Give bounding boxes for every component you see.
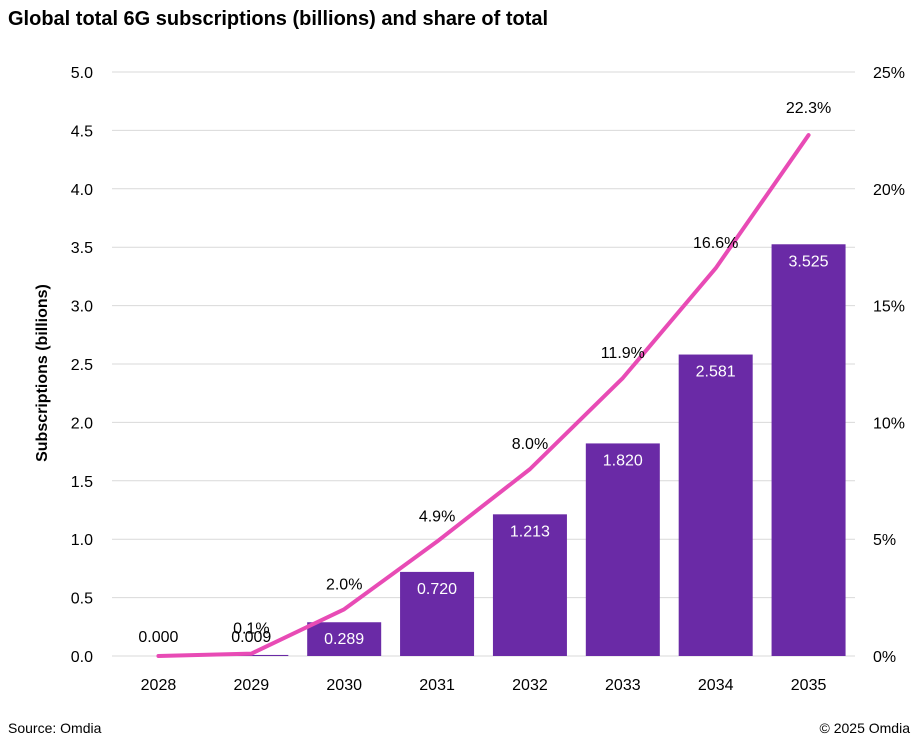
bar-value-label: 1.213 (510, 523, 550, 540)
y2-tick-label: 0% (873, 649, 896, 666)
data-labels: 0.000 0.009 0.289 0.720 1.213 1.820 2.581 3.525… (138, 100, 831, 648)
share-value-label: 22.3% (786, 100, 831, 117)
bar-value-label: 0.000 (138, 629, 178, 646)
y-tick-label: 1.0 (71, 532, 93, 549)
y-tick-label: 2.0 (71, 415, 93, 432)
bar (400, 571, 475, 656)
x-tick-label: 2031 (419, 677, 455, 694)
y-axis-label: Subscriptions (billions) (34, 284, 51, 462)
y-tick-label: 4.0 (71, 182, 93, 199)
y-tick-label: 0.0 (71, 649, 93, 666)
y2-tick-label: 20% (873, 182, 905, 199)
share-value-label: 8.0% (512, 436, 548, 453)
chart-title: Global total 6G subscriptions (billions)… (8, 8, 549, 30)
x-tick-label: 2029 (234, 677, 270, 694)
y2-tick-label: 25% (873, 65, 905, 82)
x-tick-label: 2028 (141, 677, 177, 694)
x-tick-label: 2034 (698, 677, 734, 694)
y-tick-label: 0.5 (71, 591, 93, 608)
bar (678, 354, 753, 656)
line-series (156, 133, 811, 658)
share-value-label: 4.9% (419, 509, 455, 526)
y-tick-label: 3.5 (71, 240, 93, 257)
x-tick-label: 2035 (791, 677, 827, 694)
y2-tick-label: 10% (873, 415, 905, 432)
bar (307, 622, 382, 656)
right-axis-ticks: 0% 5% 10% 15% 20% 25% (873, 65, 905, 666)
y2-tick-label: 5% (873, 532, 896, 549)
bar-value-label: 0.720 (417, 581, 457, 598)
bar-series (214, 244, 846, 656)
y-tick-label: 2.5 (71, 357, 93, 374)
bar (492, 514, 567, 656)
share-value-label: 0.1% (233, 621, 269, 638)
x-tick-label: 2033 (605, 677, 641, 694)
bar-value-label: 2.581 (696, 364, 736, 381)
source-note: Source: Omdia (8, 720, 102, 736)
y-tick-label: 3.0 (71, 299, 93, 316)
copyright-note: © 2025 Omdia (819, 720, 910, 736)
bar (771, 244, 846, 656)
y2-tick-label: 15% (873, 299, 905, 316)
share-value-label: 2.0% (326, 576, 362, 593)
x-tick-label: 2030 (326, 677, 362, 694)
share-value-label: 11.9% (601, 345, 645, 362)
x-axis-ticks: 2028 2029 2030 2031 2032 2033 2034 2035 (141, 677, 827, 694)
y-tick-label: 5.0 (71, 65, 93, 82)
y-tick-label: 4.5 (71, 123, 93, 140)
left-axis-ticks: 0.0 0.5 1.0 1.5 2.0 2.5 3.0 3.5 4.0 4.5 5.0 (71, 65, 93, 666)
y-tick-label: 1.5 (71, 474, 93, 491)
x-tick-label: 2032 (512, 677, 548, 694)
share-line (156, 133, 811, 658)
bar-value-label: 0.009 (231, 629, 271, 646)
share-value-label: 16.6% (693, 235, 738, 252)
bar-value-label: 3.525 (789, 253, 829, 270)
bar-value-label: 0.289 (324, 631, 364, 648)
bar-value-label: 1.820 (603, 452, 643, 469)
bar (585, 443, 660, 656)
